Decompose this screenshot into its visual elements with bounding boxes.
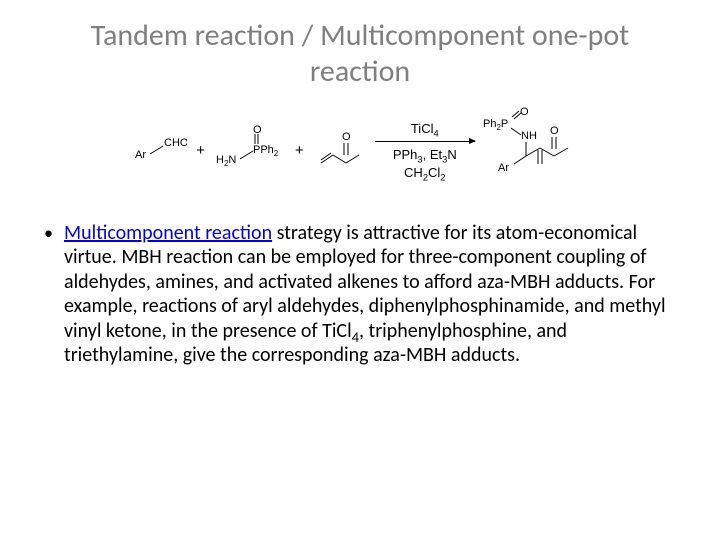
cond-below-2: CH2Cl2	[404, 164, 445, 182]
phosphinamide-icon: H2N PPh2 O	[214, 123, 286, 175]
svg-text:O: O	[253, 124, 262, 136]
svg-text:H2N: H2N	[216, 154, 236, 168]
slide: Tandem reaction / Multicomponent one-pot…	[0, 0, 720, 540]
svg-text:Ph2P: Ph2P	[483, 118, 508, 132]
slide-title: Tandem reaction / Multicomponent one-pot…	[42, 18, 678, 90]
product-icon: Ph2P O NH Ar O	[481, 106, 587, 192]
plus-1: +	[193, 142, 208, 159]
svg-text:O: O	[342, 131, 351, 143]
cond-above: TiCl4	[411, 120, 439, 138]
reagent-archo: Ar CHO	[133, 128, 187, 173]
bullet-icon: •	[44, 223, 53, 245]
svg-text:Ar: Ar	[135, 149, 146, 161]
svg-text:O: O	[520, 106, 529, 118]
reaction-scheme: Ar CHO + H2N PPh2 O +	[42, 106, 678, 195]
svg-text:Ar: Ar	[498, 162, 509, 174]
plus-2: +	[292, 142, 307, 159]
product: Ph2P O NH Ar O	[481, 106, 587, 195]
mvk-icon: O	[313, 123, 369, 175]
svg-text:O: O	[550, 125, 559, 137]
cond-below-1: PPh3, Et3N	[393, 146, 457, 164]
svg-text:NH: NH	[521, 130, 537, 142]
multicomponent-link[interactable]: Multicomponent reaction	[64, 221, 272, 245]
reagent-mvk: O	[313, 123, 369, 178]
svg-text:PPh2: PPh2	[253, 144, 279, 158]
archo-icon: Ar CHO	[133, 128, 187, 170]
reaction-arrow: TiCl4 PPh3, Et3N CH2Cl2	[375, 120, 475, 182]
reagent-phosphinamide: H2N PPh2 O	[214, 123, 286, 178]
body-text: • Multicomponent reaction strategy is at…	[42, 221, 678, 367]
svg-text:CHO: CHO	[164, 137, 187, 149]
arrow-icon	[375, 141, 475, 142]
